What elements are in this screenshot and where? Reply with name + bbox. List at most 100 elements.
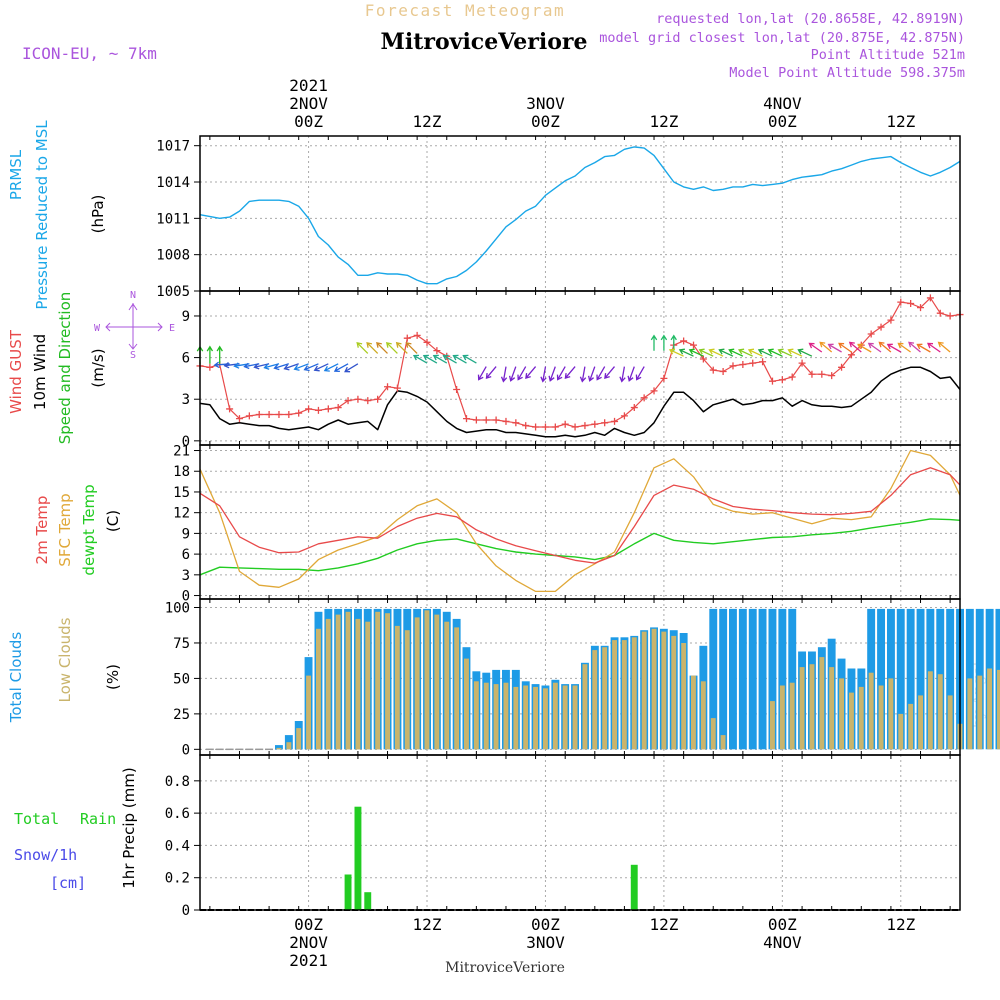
low-cloud-bar [987,668,992,750]
wind-gust-marker [532,423,540,431]
precip-legend-rain: Rain [80,810,116,828]
time-label-top: 12Z [886,112,915,131]
total-cloud-bar [275,745,283,750]
wind-direction-arrow [878,341,892,353]
time-label-top: 12Z [649,112,678,131]
total-cloud-bar [729,608,737,750]
wind-gust-marker [768,377,776,385]
wind-gust-marker [482,416,490,424]
wind-direction-arrow [405,341,418,354]
precip-legend-snow: Snow/1h [14,846,77,864]
time-label-top: 4NOV [763,94,802,113]
wind-direction-arrow [838,342,852,353]
low-cloud-bar [404,630,410,750]
wind-gust-marker [926,294,934,302]
time-label-bottom: 00Z [768,915,797,934]
y-tick-label: 3 [182,392,190,408]
low-cloud-bar [375,611,381,750]
wind-direction-arrow [908,341,921,353]
time-label-bottom: 12Z [886,915,915,934]
wind-direction-arrow [395,341,408,354]
precip-unit: 1hr Precip (mm) [120,767,138,888]
wind-direction-arrow [303,363,319,372]
precip-legend-total: Total [14,810,59,828]
time-label-bottom: 00Z [531,915,560,934]
wind-direction-arrow [564,366,576,380]
low-cloud-bar [878,685,884,750]
wind-direction-arrow [500,366,508,383]
sfc-temp-line [199,449,961,593]
low-cloud-bar [888,678,894,750]
time-label-bottom: 2NOV [289,933,328,952]
wind-gust-marker [828,372,836,380]
y-tick-label: 0.6 [165,806,190,822]
wind-direction-arrow [937,341,951,353]
wind-gust-marker [877,323,885,331]
wind-gust-marker [226,405,234,413]
wind-direction-arrow [540,366,547,383]
y-tick-label: 6 [182,547,190,563]
time-label-top: 2021 [289,76,328,95]
wind-gust-marker [502,417,510,425]
wind-direction-arrow [848,341,862,353]
wind-gust-marker [324,405,332,413]
wind-gust-marker [423,338,431,346]
low-cloud-bar [385,613,390,750]
wind-direction-arrow [698,348,714,357]
precip-legend-cm: [cm] [50,874,86,892]
wind-gust-marker [245,412,253,420]
wind-direction-arrow [477,366,487,381]
low-cloud-bar [316,628,321,750]
y-tick-label: 0 [182,589,190,605]
time-label-bottom: 4NOV [763,933,802,952]
wind-gust-marker [690,341,698,349]
total-cloud-bar [748,608,757,750]
wind-gust-marker [472,416,480,424]
wind-gust-marker [650,387,658,395]
low-cloud-bar [394,625,400,750]
wind-direction-arrow [728,348,744,357]
wind-gust-marker [867,330,875,338]
total-cloud-bar [768,608,777,750]
wind-gust-marker [393,384,401,392]
temp-title-1: 2m Temp [33,496,51,565]
wind-direction-arrow [747,348,763,357]
wind-direction-arrow [867,342,882,353]
low-cloud-bar [454,627,460,750]
panel-frame-clouds [199,598,961,756]
panel-frame-precip [199,754,961,911]
rain-bar [364,892,372,910]
low-cloud-bar [286,742,292,750]
low-cloud-bar [345,611,351,750]
wind-gust-marker [275,410,283,418]
low-cloud-bar [572,685,578,750]
compass-n: N [130,290,136,301]
wind-gust-marker [305,405,313,413]
time-label-top: 2NOV [289,94,328,113]
low-cloud-bar [335,614,341,750]
wind-gust-marker [255,410,263,418]
y-tick-label: 6 [182,351,190,367]
total-cloud-bar [788,608,797,750]
wind-gust-marker [433,347,441,355]
wind-direction-arrow [556,366,566,381]
wind-direction-arrow [857,343,872,353]
time-label-top: 3NOV [526,94,565,113]
wind-direction-arrow [263,363,280,370]
y-tick-label: 1008 [156,248,190,264]
wind-gust-marker [522,422,530,430]
wind-title-2: 10m Wind [31,334,49,410]
pressure-line [199,146,961,285]
wind-speed-line [199,366,961,438]
wind-gust-marker [354,395,362,403]
wind-direction-arrow [670,334,677,351]
wind-direction-arrow [886,343,902,353]
y-tick-label: 9 [182,309,190,325]
wind-gust-marker [541,423,549,431]
low-cloud-bar [483,682,489,750]
rain-bar [630,864,638,910]
y-tick-label: 25 [173,707,190,723]
wind-direction-arrow [508,366,517,382]
low-cloud-bar [997,669,1000,750]
wind-direction-arrow [517,366,527,381]
